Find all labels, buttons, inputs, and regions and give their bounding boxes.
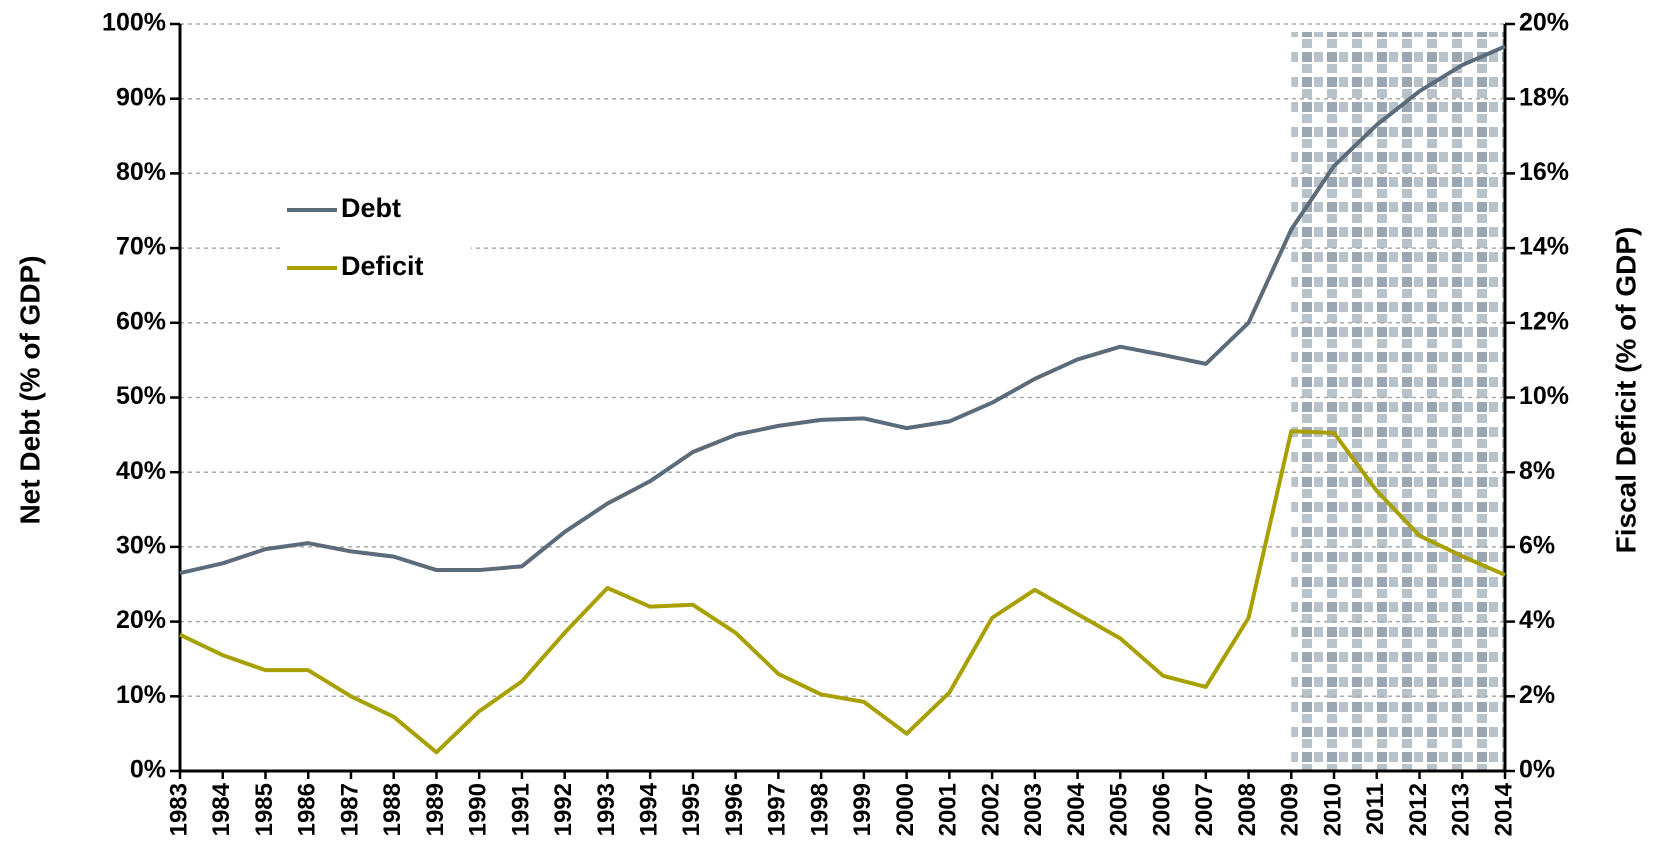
x-tick-label: 1989 [422,783,449,836]
data-line [179,44,1506,575]
x-tick-label: 1984 [208,782,235,836]
y-tick-label: 50% [116,382,166,410]
legend-label: Debt [341,193,401,223]
y2-tick-label: 2% [1519,681,1555,709]
y2-tick-label: 8% [1519,457,1555,485]
x-tick-label: 1985 [251,783,278,836]
x-tick-label: 1986 [294,783,321,836]
y2-tick-label: 12% [1519,307,1569,335]
x-tick-label: 1999 [849,783,876,836]
x-tick-label: 2002 [977,783,1004,836]
y-tick-label: 10% [116,681,166,709]
x-tick-label: 2006 [1148,783,1175,836]
x-tick-label: 1997 [764,783,791,836]
legend-label: Deficit [341,251,424,281]
x-tick-label: 1992 [550,783,577,836]
x-tick-label: 2008 [1234,783,1261,836]
x-tick-label: 1988 [379,783,406,836]
y-tick-label: 40% [116,457,166,485]
x-tick-label: 2011 [1362,783,1389,835]
x-tick-label: 1987 [336,783,363,836]
y2-tick-label: 0% [1519,756,1555,784]
x-tick-label: 2007 [1191,783,1218,836]
y2-tick-label: 18% [1519,83,1569,111]
y-tick-label: 90% [116,83,166,111]
y2-tick-label: 10% [1519,382,1569,410]
plot-area: 0% 10% 20% 30% 40% 50% 60% 70% 80% 90% 100% 0% 2% 4% 6… [102,9,1569,837]
data-line [179,429,1506,755]
x-tick-label: 1991 [507,783,534,836]
x-tick-label: 2009 [1277,783,1304,836]
x-tick-label: 1990 [465,783,492,836]
y2-tick-label: 6% [1519,532,1555,560]
x-tick-label: 2013 [1448,783,1475,836]
x-tick-label: 2003 [1020,783,1047,836]
x-tick-label: 2014 [1490,782,1517,836]
y2-tick-label: 14% [1519,233,1569,261]
x-tick-label: 2001 [935,783,962,836]
legend-box [281,180,471,290]
y-tick-label: 20% [116,606,166,634]
x-tick-label: 2004 [1063,782,1090,836]
x-tick-label: 1996 [721,783,748,836]
y-tick-label: 0% [130,756,166,784]
x-tick-label: 1994 [636,782,663,836]
x-tick-label: 1993 [593,783,620,836]
x-tick-label: 2005 [1106,783,1133,836]
y2-tick-label: 4% [1519,606,1555,634]
y-tick-label: 100% [102,9,166,37]
x-tick-label: 1983 [165,783,192,836]
x-tick-label: 2000 [892,783,919,836]
y2-axis-label: Fiscal Deficit (% of GDP) [1610,227,1641,554]
y-axis-label: Net Debt (% of GDP) [14,255,45,524]
forecast-region [1291,32,1505,771]
y-tick-label: 30% [116,532,166,560]
y2-tick-label: 20% [1519,9,1569,37]
y-tick-label: 80% [116,158,166,186]
x-tick-label: 1995 [678,783,705,836]
x-tick-label: 2012 [1405,783,1432,836]
x-tick-label: 1998 [806,783,833,836]
x-tick-label: 2010 [1319,783,1346,836]
y-tick-label: 70% [116,233,166,261]
y-tick-label: 60% [116,307,166,335]
y2-tick-label: 16% [1519,158,1569,186]
